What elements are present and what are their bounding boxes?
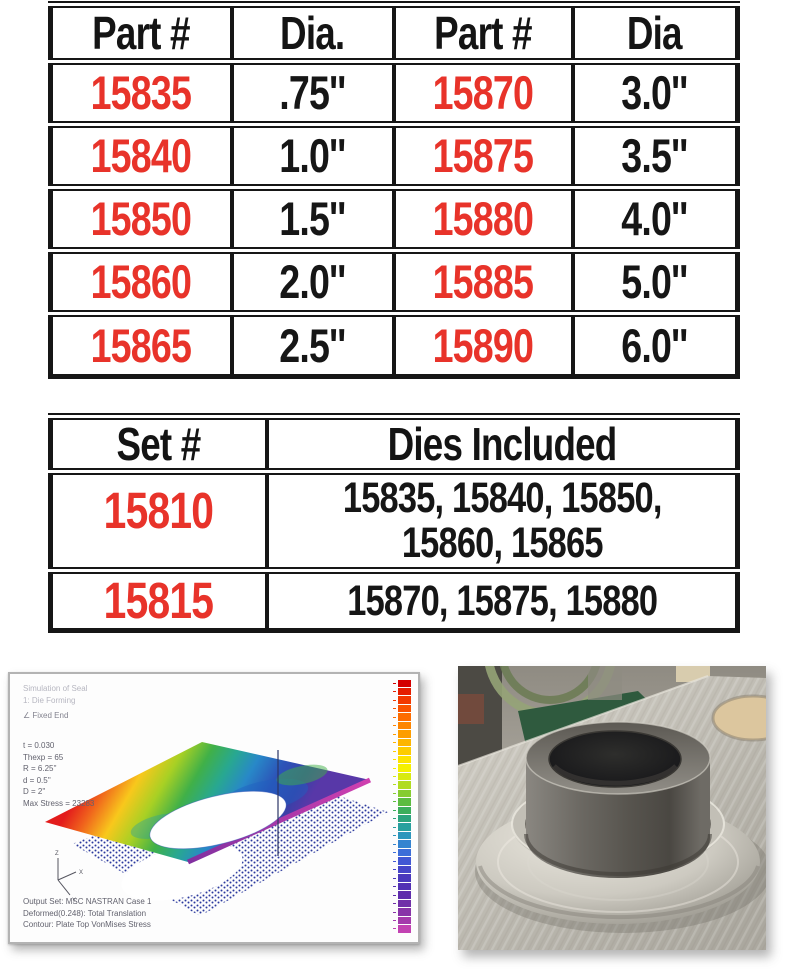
colorbar-segment [393, 882, 411, 891]
colorbar-segment [393, 687, 411, 696]
fea-param-line: R = 6.25'' [23, 764, 57, 774]
colorbar-segment [393, 764, 411, 772]
diameter-cell: 2.0'' [229, 247, 394, 314]
colorbar-segment [393, 806, 411, 814]
col-header-set: Set # [50, 412, 267, 472]
colorbar-segment [393, 704, 411, 713]
fea-output-caption: Output Set: MSC NASTRAN Case 1 Deformed(… [23, 896, 152, 931]
part-number-cell: 15885 [391, 247, 573, 314]
colorbar-segment [393, 874, 411, 882]
fea-plot-graphic: Z X Y [45, 742, 388, 916]
col-header-dies-included: Dies Included [264, 412, 738, 472]
axis-label-x: X [79, 870, 83, 876]
colorbar-segment [393, 840, 411, 848]
fea-param-line: D = 2'' [23, 787, 46, 797]
fea-title-line: 1: Die Forming [23, 696, 76, 705]
table-row: 15850 1.5'' 15880 4.0'' [50, 184, 738, 251]
colorbar-segment [393, 916, 411, 925]
axis-label-y: Y [72, 898, 76, 904]
part-number-cell: 15870 [391, 58, 573, 125]
colorbar-segment [393, 908, 411, 916]
diameter-cell: 4.0'' [570, 184, 738, 251]
colorbar-segment [393, 789, 411, 798]
colorbar-segment [393, 798, 411, 806]
fea-param-line: d = 0.5'' [23, 775, 51, 785]
axis-triad-icon [57, 858, 77, 896]
colorbar-segment [393, 831, 411, 840]
diameter-cell: .75'' [229, 58, 394, 125]
diameter-cell: 1.5'' [229, 184, 394, 251]
fea-caption-line: Deformed(0.248): Total Translation [23, 908, 147, 918]
fea-caption-line: Contour: Plate Top VonMises Stress [23, 920, 151, 930]
set-number-cell: 15810 [50, 468, 267, 571]
diameter-cell: 1.0'' [229, 121, 394, 188]
colorbar-segment [393, 848, 411, 857]
part-number-cell: 15875 [391, 121, 573, 188]
part-dia-table: Part # Dia. Part # Dia 15835 .75'' 15870… [48, 1, 740, 379]
col-header-part-right: Part # [391, 1, 573, 62]
die-photo-graphic [458, 666, 766, 950]
colorbar-segment [393, 721, 411, 730]
colorbar-segment [393, 815, 411, 823]
fea-colorbar [393, 679, 411, 933]
part-number-cell: 15860 [50, 247, 232, 314]
diameter-cell: 2.5'' [229, 310, 394, 377]
table-header-row: Part # Dia. Part # Dia [50, 1, 738, 62]
dies-list-cell: 15870, 15875, 15880 [264, 567, 738, 631]
part-number-cell: 15880 [391, 184, 573, 251]
die-product-photo [458, 666, 766, 950]
fea-title-line: Simulation of Seal [23, 684, 88, 693]
part-number-cell: 15890 [391, 310, 573, 377]
fea-param-line: Max Stress = 23283 [23, 798, 95, 808]
colorbar-segment [393, 738, 411, 747]
diameter-cell: 5.0'' [570, 247, 738, 314]
colorbar-segment [393, 823, 411, 831]
fea-header-text: Simulation of Seal 1: Die Forming ∠ Fixe… [23, 683, 87, 722]
fea-param-line: t = 0.030 [23, 741, 55, 750]
colorbar-segment [393, 891, 411, 899]
colorbar-segment [393, 857, 411, 865]
table-row: 15840 1.0'' 15875 3.5'' [50, 121, 738, 188]
colorbar-segment [393, 755, 411, 764]
table-row: 15815 15870, 15875, 15880 [50, 567, 738, 631]
axis-label-z: Z [55, 851, 59, 857]
colorbar-segment [393, 781, 411, 789]
colorbar-segment [393, 679, 411, 687]
fea-param-line: Thexp = 65 [23, 752, 64, 762]
set-number-cell: 15815 [50, 567, 267, 631]
part-number-cell: 15865 [50, 310, 232, 377]
table-row: 15860 2.0'' 15885 5.0'' [50, 247, 738, 314]
table-row: 15835 .75'' 15870 3.0'' [50, 58, 738, 125]
colorbar-segment [393, 865, 411, 874]
part-number-cell: 15835 [50, 58, 232, 125]
table-row: 15865 2.5'' 15890 6.0'' [50, 310, 738, 377]
col-header-dia-left: Dia. [229, 1, 394, 62]
part-number-cell: 15850 [50, 184, 232, 251]
col-header-dia-right: Dia [570, 1, 738, 62]
diameter-cell: 3.5'' [570, 121, 738, 188]
fea-constraint-label: ∠ Fixed End [23, 711, 69, 720]
colorbar-segment [393, 730, 411, 738]
die-set-table: Set # Dies Included 15810 15835, 15840, … [48, 412, 740, 633]
col-header-part-left: Part # [50, 1, 232, 62]
fea-simulation-panel: Z X Y Simulation of Seal 1: Die Forming … [8, 672, 420, 944]
fea-caption-line: Output Set: MSC NASTRAN Case 1 [23, 897, 152, 906]
dies-list-cell: 15835, 15840, 15850, 15860, 15865 [264, 468, 738, 571]
colorbar-segment [393, 925, 411, 933]
diameter-cell: 6.0'' [570, 310, 738, 377]
diameter-cell: 3.0'' [570, 58, 738, 125]
table-row: 15810 15835, 15840, 15850, 15860, 15865 [50, 468, 738, 571]
fea-parameter-block: t = 0.030 Thexp = 65 R = 6.25'' d = 0.5'… [23, 740, 94, 810]
colorbar-segment [393, 713, 411, 721]
part-number-cell: 15840 [50, 121, 232, 188]
colorbar-segment [393, 899, 411, 908]
colorbar-segment [393, 747, 411, 755]
table-header-row: Set # Dies Included [50, 412, 738, 472]
colorbar-segment [393, 696, 411, 704]
colorbar-segment [393, 772, 411, 781]
